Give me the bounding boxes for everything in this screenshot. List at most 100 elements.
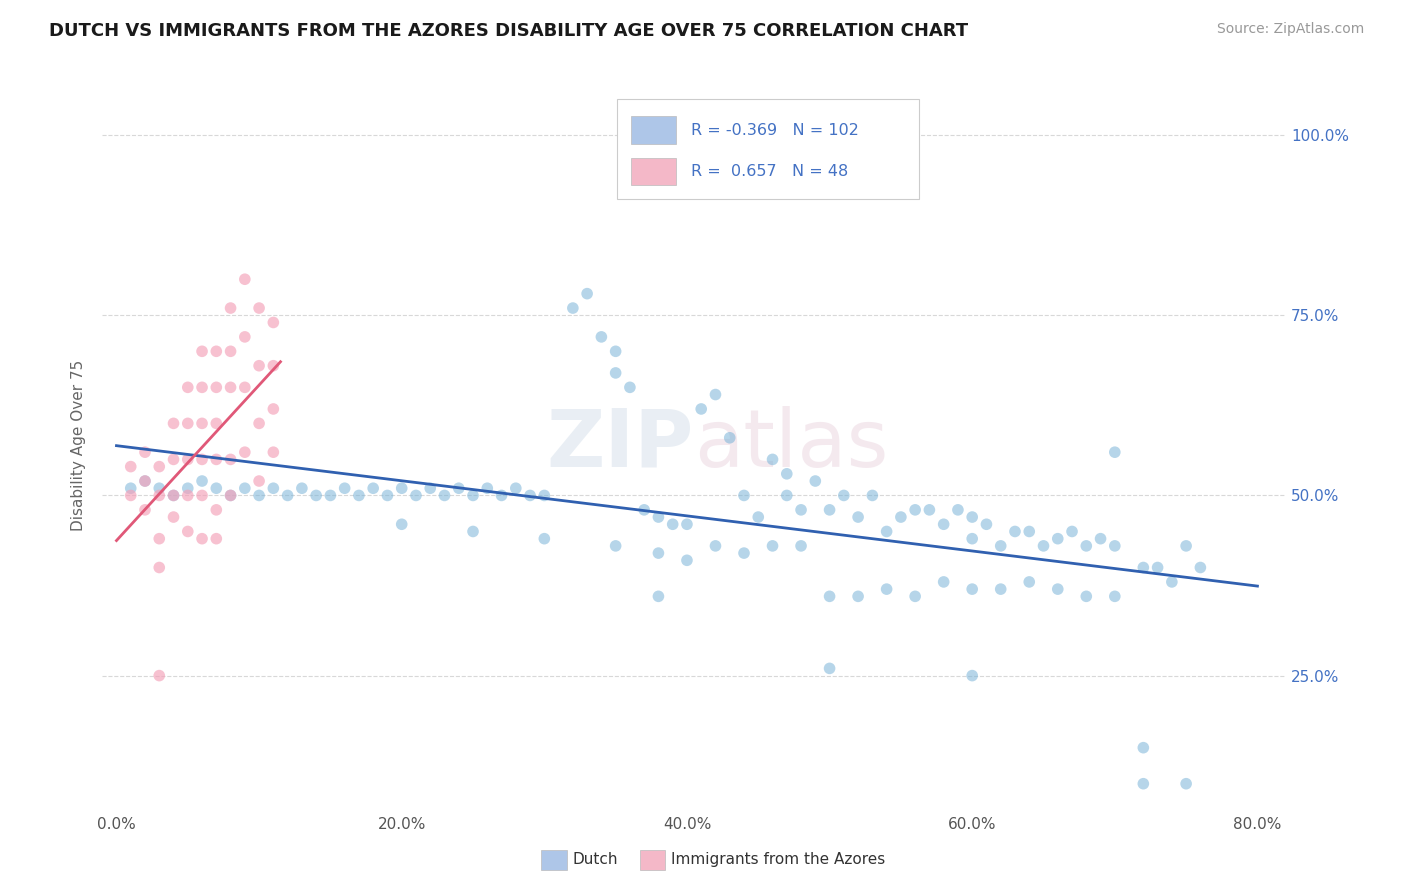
Point — [405, 488, 427, 502]
Point — [776, 467, 799, 481]
Point — [134, 445, 156, 459]
Point — [162, 417, 184, 431]
Point — [148, 481, 170, 495]
Point — [191, 474, 214, 488]
Point — [162, 488, 184, 502]
Point — [1032, 539, 1054, 553]
Point — [148, 459, 170, 474]
Point — [247, 488, 270, 502]
Point — [247, 301, 270, 315]
Point — [262, 316, 284, 330]
Point — [918, 503, 941, 517]
Point — [733, 546, 755, 560]
Point — [247, 417, 270, 431]
Point — [177, 524, 200, 539]
Point — [461, 488, 484, 502]
FancyBboxPatch shape — [617, 100, 920, 199]
Point — [177, 452, 200, 467]
Point — [718, 431, 741, 445]
Point — [447, 481, 470, 495]
Text: Dutch: Dutch — [572, 853, 617, 867]
Point — [932, 574, 955, 589]
Point — [846, 590, 869, 604]
Point — [1060, 524, 1083, 539]
Point — [747, 510, 769, 524]
Point — [191, 380, 214, 394]
Point — [1018, 574, 1040, 589]
Text: atlas: atlas — [695, 406, 889, 484]
Point — [205, 503, 228, 517]
Point — [319, 488, 342, 502]
Point — [205, 344, 228, 359]
Point — [846, 510, 869, 524]
Point — [461, 524, 484, 539]
Point — [1175, 539, 1198, 553]
Point — [419, 481, 441, 495]
Point — [676, 517, 699, 532]
Point — [661, 517, 683, 532]
Point — [1076, 539, 1098, 553]
Point — [205, 452, 228, 467]
Point — [162, 452, 184, 467]
Point — [505, 481, 527, 495]
Point — [233, 445, 256, 459]
Point — [761, 539, 783, 553]
Point — [832, 488, 855, 502]
Text: DUTCH VS IMMIGRANTS FROM THE AZORES DISABILITY AGE OVER 75 CORRELATION CHART: DUTCH VS IMMIGRANTS FROM THE AZORES DISA… — [49, 22, 969, 40]
Point — [291, 481, 314, 495]
Point — [162, 488, 184, 502]
Point — [219, 380, 242, 394]
Point — [904, 590, 927, 604]
Point — [205, 532, 228, 546]
Point — [904, 503, 927, 517]
Point — [647, 590, 669, 604]
Point — [177, 481, 200, 495]
Point — [205, 481, 228, 495]
Point — [619, 380, 641, 394]
Point — [391, 481, 413, 495]
Point — [1104, 539, 1126, 553]
Point — [704, 539, 727, 553]
Point — [191, 344, 214, 359]
Text: Immigrants from the Azores: Immigrants from the Azores — [671, 853, 884, 867]
Point — [1090, 532, 1112, 546]
Point — [960, 668, 983, 682]
Point — [1104, 590, 1126, 604]
Point — [491, 488, 513, 502]
Bar — [631, 158, 676, 186]
Point — [134, 474, 156, 488]
Point — [1175, 777, 1198, 791]
Point — [219, 452, 242, 467]
Point — [990, 539, 1012, 553]
Point — [761, 452, 783, 467]
Point — [561, 301, 583, 315]
Point — [191, 488, 214, 502]
Point — [776, 488, 799, 502]
Point — [262, 359, 284, 373]
Point — [605, 366, 627, 380]
Point — [347, 488, 370, 502]
Point — [134, 503, 156, 517]
Point — [932, 517, 955, 532]
Point — [477, 481, 499, 495]
Point — [733, 488, 755, 502]
Text: Source: ZipAtlas.com: Source: ZipAtlas.com — [1216, 22, 1364, 37]
Point — [219, 301, 242, 315]
Point — [876, 582, 898, 596]
Y-axis label: Disability Age Over 75: Disability Age Over 75 — [72, 359, 86, 531]
Point — [233, 272, 256, 286]
Point — [162, 510, 184, 524]
Point — [120, 459, 142, 474]
Point — [818, 503, 841, 517]
Text: ZIP: ZIP — [547, 406, 695, 484]
Point — [1018, 524, 1040, 539]
Point — [946, 503, 969, 517]
Point — [1046, 532, 1069, 546]
Text: R = -0.369   N = 102: R = -0.369 N = 102 — [690, 123, 859, 138]
Point — [305, 488, 328, 502]
Point — [576, 286, 599, 301]
Point — [148, 488, 170, 502]
Point — [1004, 524, 1026, 539]
Point — [205, 380, 228, 394]
Point — [262, 445, 284, 459]
